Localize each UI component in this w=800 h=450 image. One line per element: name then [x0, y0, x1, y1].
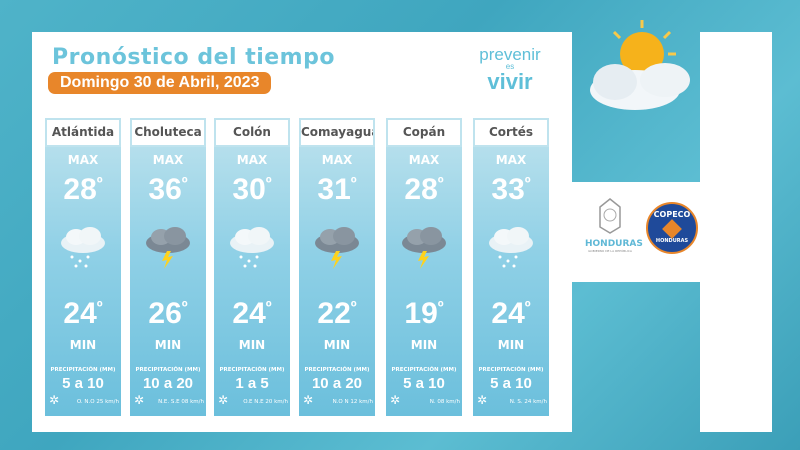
department-card: Cortés MAX 33º 24º MIN PRECIPITACIÓN (MM… — [473, 118, 549, 416]
max-label: MAX — [152, 153, 184, 167]
forecast-body: MAX 28º 24º MIN PRECIPITACIÓN (MM) 5 a 1… — [45, 147, 121, 416]
department-card: Comayagua MAX 31º 22º MIN PRECIPITACIÓN … — [299, 118, 375, 416]
logo-line1: prevenir — [479, 45, 541, 64]
wind-pinwheel-icon: ✲ — [218, 393, 229, 407]
min-label: MIN — [497, 338, 525, 352]
min-label: MIN — [238, 338, 266, 352]
precip-value: 10 a 20 — [311, 375, 363, 392]
precip-label: PRECIPITACIÓN (MM) — [135, 367, 201, 373]
department-name: Atlántida — [45, 118, 121, 147]
copeco-subtext: HONDURAS — [655, 238, 689, 244]
max-label: MAX — [321, 153, 353, 167]
thunderstorm-icon — [402, 227, 446, 269]
forecast-body: MAX 28º 19º MIN PRECIPITACIÓN (MM) 5 a 1… — [386, 147, 462, 416]
precip-value: 5 a 10 — [403, 375, 445, 392]
min-temp: 22º — [317, 297, 357, 330]
cloud-rain-icon — [230, 227, 274, 268]
wind-pinwheel-icon: ✲ — [477, 393, 488, 407]
h-right-leg — [700, 32, 772, 432]
max-label: MAX — [408, 153, 440, 167]
max-temp: 28º — [63, 173, 103, 206]
cloud-rain-icon — [489, 227, 533, 268]
department-name: Copán — [386, 118, 462, 147]
honduras-subtext: GOBIERNO DE LA REPÚBLICA — [588, 249, 632, 253]
max-temp: 36º — [148, 173, 188, 206]
max-temp: 31º — [317, 173, 357, 206]
logo-line3: vivir — [487, 69, 533, 94]
precip-value: 5 a 10 — [62, 375, 104, 392]
max-label: MAX — [67, 153, 99, 167]
precip-label: PRECIPITACIÓN (MM) — [391, 367, 457, 373]
honduras-logo: HONDURAS GOBIERNO DE LA REPÚBLICA — [585, 195, 643, 253]
precip-label: PRECIPITACIÓN (MM) — [50, 367, 116, 373]
honduras-text: HONDURAS — [585, 239, 643, 249]
logo-line2: es — [505, 62, 515, 71]
wind-pinwheel-icon: ✲ — [49, 393, 60, 407]
department-card: Colón MAX 30º 24º MIN PRECIPITACIÓN (MM)… — [214, 118, 290, 416]
department-name: Colón — [214, 118, 290, 147]
wind-value: O. N.O 25 km/h — [76, 399, 119, 405]
min-temp: 26º — [148, 297, 188, 330]
cloud-rain-icon — [61, 227, 105, 268]
page-title: Pronóstico del tiempo — [52, 45, 335, 70]
max-temp: 33º — [491, 173, 531, 206]
thunderstorm-icon — [315, 227, 359, 269]
copeco-diamond-icon — [662, 219, 682, 239]
wind-pinwheel-icon: ✲ — [134, 393, 145, 407]
min-temp: 24º — [63, 297, 103, 330]
forecast-body: MAX 30º 24º MIN PRECIPITACIÓN (MM) 1 a 5… — [214, 147, 290, 416]
coat-of-arms-icon — [599, 198, 621, 234]
date-badge: Domingo 30 de Abril, 2023 — [48, 72, 272, 94]
department-name: Cortés — [473, 118, 549, 147]
min-label: MIN — [410, 338, 438, 352]
min-label: MIN — [69, 338, 97, 352]
precip-value: 1 a 5 — [235, 375, 269, 392]
forecast-body: MAX 31º 22º MIN PRECIPITACIÓN (MM) 10 a … — [299, 147, 375, 416]
max-temp: 30º — [232, 173, 272, 206]
precip-label: PRECIPITACIÓN (MM) — [478, 367, 544, 373]
wind-pinwheel-icon: ✲ — [303, 393, 314, 407]
department-name: Choluteca — [130, 118, 206, 147]
min-label: MIN — [323, 338, 351, 352]
department-name: Comayagua — [299, 118, 375, 147]
wind-value: N.E. S.E 08 km/h — [158, 399, 204, 405]
precip-value: 10 a 20 — [142, 375, 194, 392]
wind-pinwheel-icon: ✲ — [390, 393, 401, 407]
prevenir-es-vivir-logo: prevenir es vivir — [470, 46, 550, 93]
precip-label: PRECIPITACIÓN (MM) — [304, 367, 370, 373]
precip-value: 5 a 10 — [490, 375, 532, 392]
forecast-body: MAX 33º 24º MIN PRECIPITACIÓN (MM) 5 a 1… — [473, 147, 549, 416]
copeco-text: COPECO — [653, 210, 691, 219]
wind-value: N.O N 12 km/h — [332, 399, 373, 405]
min-label: MIN — [154, 338, 182, 352]
wind-value: O.E N.E 20 km/h — [243, 399, 288, 405]
thunderstorm-icon — [146, 227, 190, 269]
wind-value: N. S. 24 km/h — [509, 399, 547, 405]
min-temp: 19º — [404, 297, 444, 330]
department-card: Copán MAX 28º 19º MIN PRECIPITACIÓN (MM)… — [386, 118, 462, 416]
sun-cloud-icon — [590, 20, 690, 110]
forecast-body: MAX 36º 26º MIN PRECIPITACIÓN (MM) 10 a … — [130, 147, 206, 416]
min-temp: 24º — [491, 297, 531, 330]
max-temp: 28º — [404, 173, 444, 206]
copeco-logo: COPECO HONDURAS — [646, 202, 698, 254]
max-label: MAX — [236, 153, 268, 167]
precip-label: PRECIPITACIÓN (MM) — [219, 367, 285, 373]
wind-value: N. 08 km/h — [429, 399, 460, 405]
max-label: MAX — [495, 153, 527, 167]
department-card: Atlántida MAX 28º 24º MIN PRECIPITACIÓN … — [45, 118, 121, 416]
min-temp: 24º — [232, 297, 272, 330]
department-card: Choluteca MAX 36º 26º MIN PRECIPITACIÓN … — [130, 118, 206, 416]
